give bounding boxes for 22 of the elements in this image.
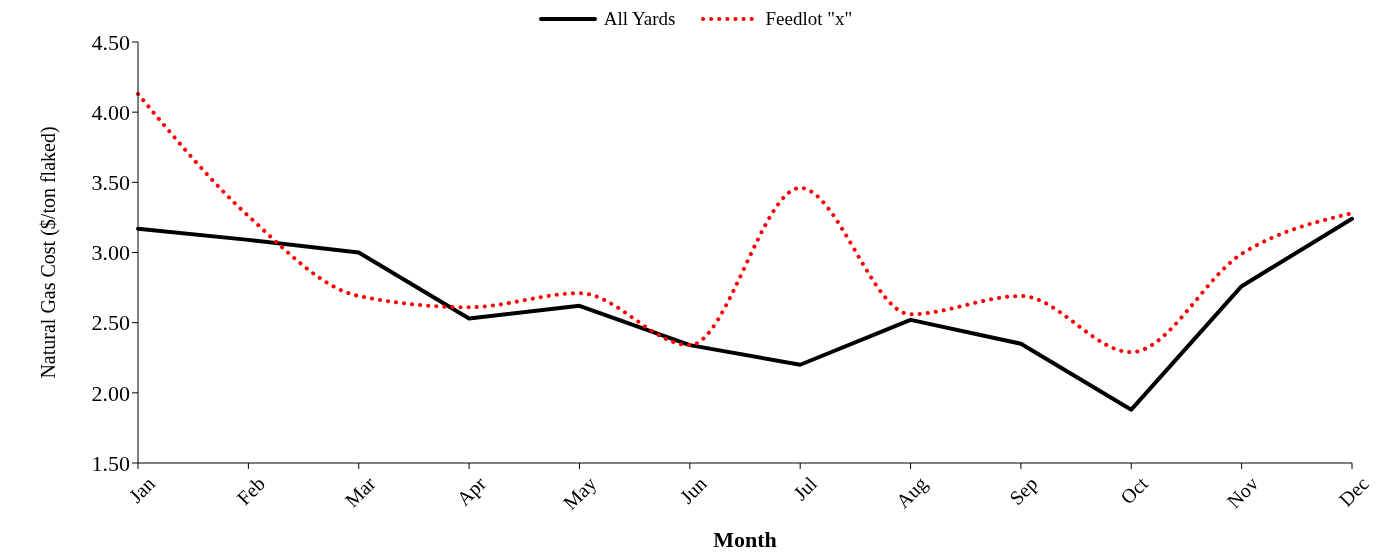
y-tick-label: 4.50 [91, 29, 130, 55]
x-tick-label: Apr [452, 472, 491, 511]
x-tick-label: Dec [1334, 472, 1373, 511]
y-tick-label: 3.00 [91, 240, 130, 266]
x-tick-label: Jul [788, 472, 822, 505]
y-tick-label: 2.00 [91, 380, 130, 406]
x-tick-label: Aug [891, 472, 933, 513]
x-tick-label: May [558, 472, 602, 515]
y-tick-label: 4.00 [91, 99, 130, 125]
legend-label: Feedlot "x" [765, 8, 853, 30]
x-tick-label: Feb [232, 472, 270, 510]
x-tick-label: Sep [1005, 472, 1043, 510]
y-axis-title: Natural Gas Cost ($/ton flaked) [37, 126, 61, 379]
y-tick-label: 2.50 [91, 310, 130, 336]
line-series [136, 91, 1354, 355]
legend-label: All Yards [603, 8, 676, 30]
x-tick-label: Nov [1222, 472, 1263, 513]
y-tick-label: 3.50 [91, 170, 130, 196]
x-tick-label: Oct [1116, 472, 1153, 509]
x-tick-label: Mar [340, 472, 380, 512]
x-tick-label: Jun [675, 472, 711, 508]
x-axis-title: Month [713, 527, 777, 552]
